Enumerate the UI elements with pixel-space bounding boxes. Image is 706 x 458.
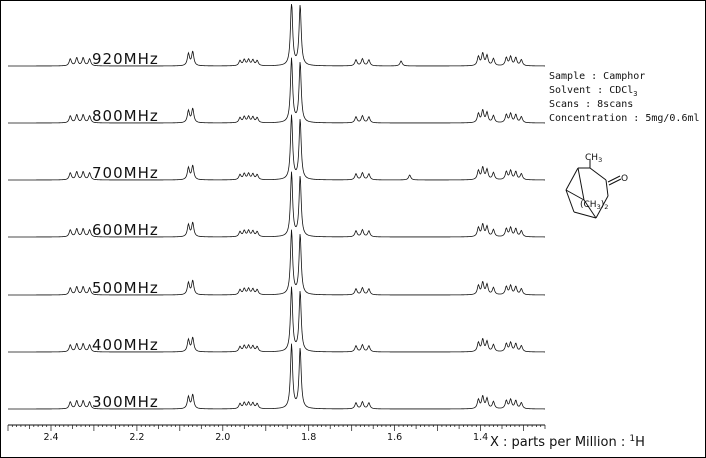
freq-label-600mhz: 600MHz (92, 221, 159, 239)
x-tick-label: 2.4 (43, 432, 58, 443)
freq-label-300mhz: 300MHz (92, 393, 159, 411)
spectrum-trace-500mhz (8, 229, 545, 296)
freq-label-500mhz: 500MHz (92, 279, 159, 297)
spectrum-trace-400mhz (8, 286, 545, 353)
spectrum-trace-600mhz (8, 171, 545, 238)
frequency-labels: 920MHz 800MHz 700MHz 600MHz 500MHz 400MHz 300M… (92, 50, 159, 411)
x-tick-label: 2.0 (215, 432, 230, 443)
spectrum-trace-920mhz (8, 3, 545, 67)
spectrum-trace-700mhz (8, 114, 545, 181)
freq-label-400mhz: 400MHz (92, 336, 159, 354)
sample-name: Sample : Camphor (549, 71, 645, 82)
oxygen-label: O (621, 174, 628, 184)
freq-label-920mhz: 920MHz (92, 50, 159, 68)
x-axis-title: X : parts per Million : 1H (490, 434, 645, 450)
camphor-structure-drawing (565, 160, 622, 219)
spectrum-trace-800mhz (8, 57, 545, 124)
spectra-group (8, 3, 545, 410)
dimethyl-bridge-label: (CH3)2 (580, 200, 608, 211)
sample-info-block: Sample : Camphor Solvent : CDCl3 Scans :… (549, 71, 700, 124)
methyl-label: CH3 (585, 153, 602, 164)
x-tick-label: 2.2 (129, 432, 144, 443)
freq-label-700mhz: 700MHz (92, 164, 159, 182)
x-tick-label: 1.6 (387, 432, 402, 443)
x-tick-label: 1.4 (473, 432, 488, 443)
scans-line: Scans : 8scans (549, 99, 633, 110)
solvent-line: Solvent : CDCl3 (549, 85, 638, 98)
spectrum-trace-300mhz (8, 343, 545, 410)
freq-label-800mhz: 800MHz (92, 107, 159, 125)
x-tick-label: 1.8 (301, 432, 316, 443)
concentration-line: Concentration : 5mg/0.6ml (549, 113, 700, 124)
x-axis: 2.4 2.2 2.0 1.8 1.6 1.4 (7, 424, 546, 443)
